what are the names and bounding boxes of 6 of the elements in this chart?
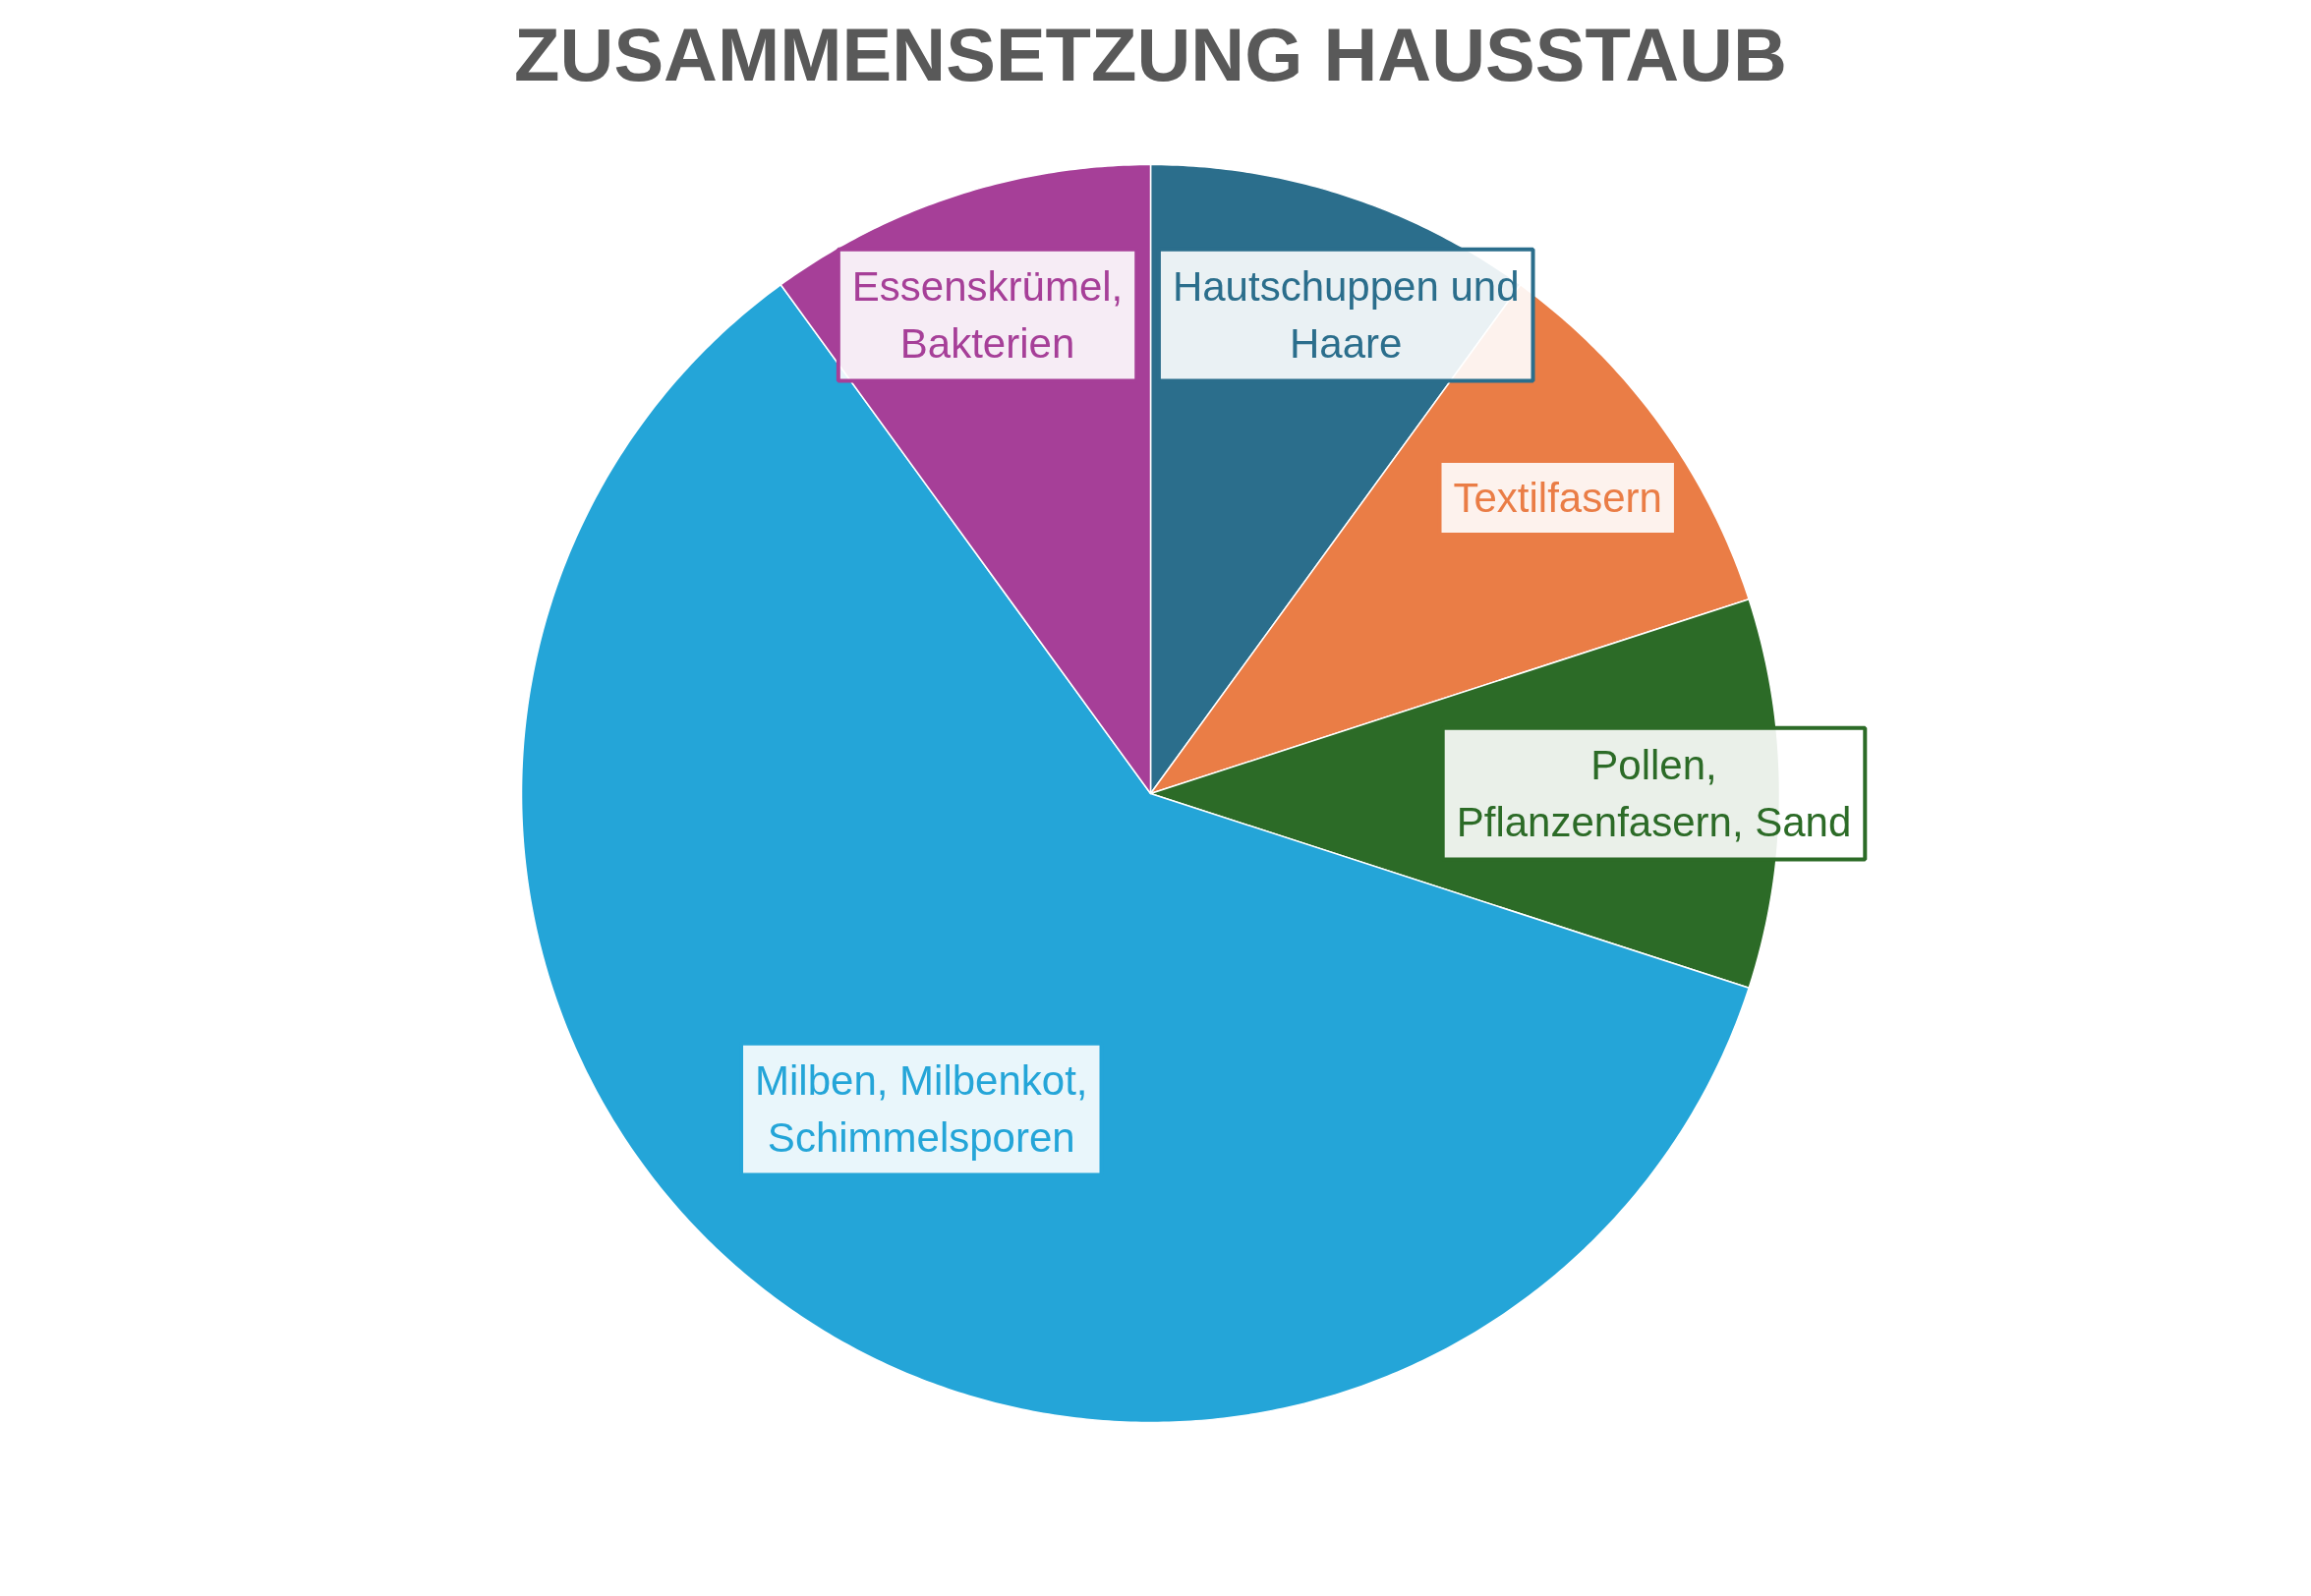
- slice-label: Pollen, Pflanzenfasern, Sand: [1456, 741, 1852, 846]
- slice-label: Hautschuppen und Haare: [1172, 262, 1520, 368]
- slice-label: Essenskrümel, Bakterien: [851, 262, 1124, 368]
- chart-title: ZUSAMMENSETZUNG HAUSSTAUB: [514, 12, 1787, 96]
- slice-label: Milben, Milbenkot, Schimmelsporen: [755, 1056, 1088, 1162]
- slice-label: Textilfasern: [1453, 475, 1662, 522]
